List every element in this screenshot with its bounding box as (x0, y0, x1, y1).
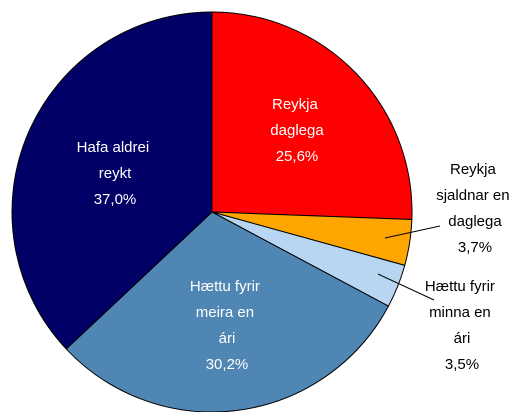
value-label: 30,2% (206, 356, 249, 373)
slice-label: Hættu fyrir minna en ári (425, 278, 499, 347)
label-line: Hafa aldrei (77, 139, 154, 156)
slice-label: Reykja daglega (270, 96, 324, 139)
slice-label: Reykja sjaldnar en daglega (436, 161, 514, 230)
label-line: meira en (196, 304, 259, 321)
label-line: Hættu fyrir (425, 278, 499, 295)
label-line: ári (219, 330, 236, 347)
value-label: 3,7% (458, 239, 492, 256)
label-line: daglega (270, 122, 324, 139)
label-line: sjaldnar en (436, 187, 514, 204)
label-line: daglega (448, 213, 502, 230)
value-label: 25,6% (276, 148, 319, 165)
leader-line (384, 225, 441, 239)
pie-slice (211, 11, 413, 221)
pie-slice (65, 211, 390, 412)
value-label: 3,5% (445, 356, 479, 373)
slice-label: Hættu fyrir meira en ári (190, 278, 264, 347)
label-line: Reykja (450, 161, 500, 178)
pie-slice (11, 11, 213, 350)
label-line: reykt (99, 165, 132, 182)
label-line: ári (454, 330, 471, 347)
label-line: minna en (429, 304, 495, 321)
label-line: Hættu fyrir (190, 278, 264, 295)
slice-label: Hafa aldrei reykt (77, 139, 154, 182)
label-line: Reykja (272, 96, 322, 113)
value-label: 37,0% (94, 191, 137, 208)
leader-line (377, 273, 435, 301)
